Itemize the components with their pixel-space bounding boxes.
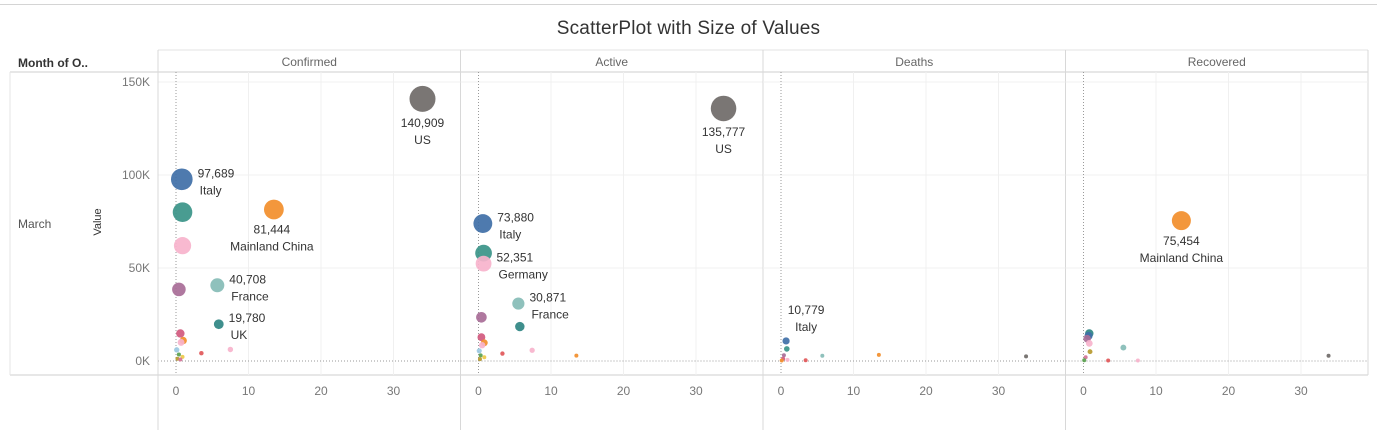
data-label-country: Germany: [498, 268, 547, 282]
data-label-value: 30,871: [529, 291, 566, 305]
data-point[interactable]: [781, 353, 786, 358]
data-point[interactable]: [512, 297, 525, 310]
data-point[interactable]: [478, 353, 483, 358]
data-point[interactable]: [785, 357, 790, 362]
data-point[interactable]: [176, 329, 185, 338]
data-label-value: 40,708: [229, 272, 266, 286]
data-point[interactable]: [177, 338, 185, 346]
y-tick-label: 0K: [135, 354, 150, 368]
data-point[interactable]: [500, 351, 505, 356]
data-point[interactable]: [473, 214, 493, 233]
row-header-month[interactable]: Month of O..: [18, 56, 88, 70]
data-point[interactable]: [529, 347, 535, 353]
data-point[interactable]: [782, 337, 790, 345]
x-tick-label: 10: [847, 384, 861, 398]
data-label-country: France: [531, 308, 569, 322]
x-tick-label: 20: [314, 384, 328, 398]
data-label-country: Italy: [200, 183, 222, 197]
data-point[interactable]: [482, 355, 487, 360]
data-point[interactable]: [263, 199, 284, 220]
x-tick-label: 0: [778, 384, 785, 398]
data-point[interactable]: [174, 347, 180, 353]
data-point[interactable]: [476, 348, 482, 354]
data-point[interactable]: [170, 168, 193, 191]
data-point[interactable]: [172, 202, 193, 222]
data-point[interactable]: [1082, 358, 1087, 363]
data-point[interactable]: [1326, 353, 1331, 358]
data-label-country: UK: [231, 328, 248, 342]
data-point[interactable]: [210, 278, 225, 293]
data-point[interactable]: [779, 358, 784, 363]
data-label-country: US: [715, 142, 732, 156]
data-label-value: 81,444: [254, 222, 291, 236]
x-tick-label: 30: [1294, 384, 1308, 398]
data-point[interactable]: [176, 352, 181, 357]
data-point[interactable]: [477, 333, 486, 342]
panel-title-deaths[interactable]: Deaths: [895, 55, 933, 69]
data-point[interactable]: [1135, 358, 1140, 363]
data-label-value: 10,779: [788, 303, 825, 317]
data-label-value: 75,454: [1163, 234, 1200, 248]
data-point[interactable]: [710, 95, 737, 122]
data-point[interactable]: [227, 346, 234, 353]
data-point[interactable]: [199, 350, 204, 356]
data-point[interactable]: [515, 321, 525, 332]
x-tick-label: 30: [689, 384, 703, 398]
data-point[interactable]: [1120, 344, 1127, 351]
x-tick-label: 10: [1149, 384, 1163, 398]
data-label-country: Italy: [499, 228, 521, 242]
x-tick-label: 30: [992, 384, 1006, 398]
data-label-country: Mainland China: [1140, 251, 1224, 265]
data-point[interactable]: [803, 358, 808, 363]
data-point[interactable]: [475, 255, 492, 272]
x-tick-label: 10: [544, 384, 558, 398]
data-point[interactable]: [1024, 354, 1029, 359]
x-tick-label: 20: [919, 384, 933, 398]
x-tick-label: 20: [617, 384, 631, 398]
data-point[interactable]: [1083, 355, 1088, 360]
data-point[interactable]: [820, 353, 825, 358]
data-label-value: 52,351: [496, 251, 533, 265]
data-point[interactable]: [1087, 349, 1093, 355]
data-point[interactable]: [1106, 358, 1111, 363]
data-label-value: 135,777: [702, 125, 746, 139]
data-point[interactable]: [173, 237, 192, 255]
row-value-march: March: [18, 217, 52, 231]
data-point[interactable]: [172, 282, 186, 297]
x-tick-label: 0: [1080, 384, 1087, 398]
y-tick-label: 100K: [122, 168, 150, 182]
chart-title: ScatterPlot with Size of Values: [556, 18, 821, 39]
data-point[interactable]: [1085, 339, 1093, 347]
panel-title-recovered[interactable]: Recovered: [1188, 55, 1246, 69]
data-point[interactable]: [784, 346, 790, 352]
data-label-value: 19,780: [229, 311, 266, 325]
data-point[interactable]: [476, 311, 487, 323]
x-tick-label: 10: [242, 384, 256, 398]
data-point[interactable]: [213, 319, 224, 330]
top-divider: [0, 4, 1377, 5]
data-label-country: Italy: [795, 320, 817, 334]
x-tick-label: 30: [387, 384, 401, 398]
data-point[interactable]: [409, 85, 436, 112]
panel-title-active[interactable]: Active: [595, 55, 628, 69]
data-point[interactable]: [1171, 211, 1191, 231]
data-label-value: 97,689: [198, 166, 235, 180]
data-point[interactable]: [477, 357, 482, 362]
y-tick-label: 50K: [129, 261, 150, 275]
data-point[interactable]: [478, 341, 486, 349]
data-label-country: US: [414, 133, 431, 147]
x-tick-label: 0: [475, 384, 482, 398]
data-point[interactable]: [574, 353, 579, 358]
y-tick-label: 150K: [122, 75, 150, 89]
data-label-value: 140,909: [401, 116, 445, 130]
data-label-country: France: [231, 289, 269, 303]
data-point[interactable]: [876, 352, 881, 357]
data-label-country: Mainland China: [230, 239, 314, 253]
x-tick-label: 0: [173, 384, 180, 398]
data-label-value: 73,880: [497, 211, 534, 225]
data-point[interactable]: [178, 357, 183, 362]
x-tick-label: 20: [1222, 384, 1236, 398]
panel-title-confirmed[interactable]: Confirmed: [282, 55, 337, 69]
